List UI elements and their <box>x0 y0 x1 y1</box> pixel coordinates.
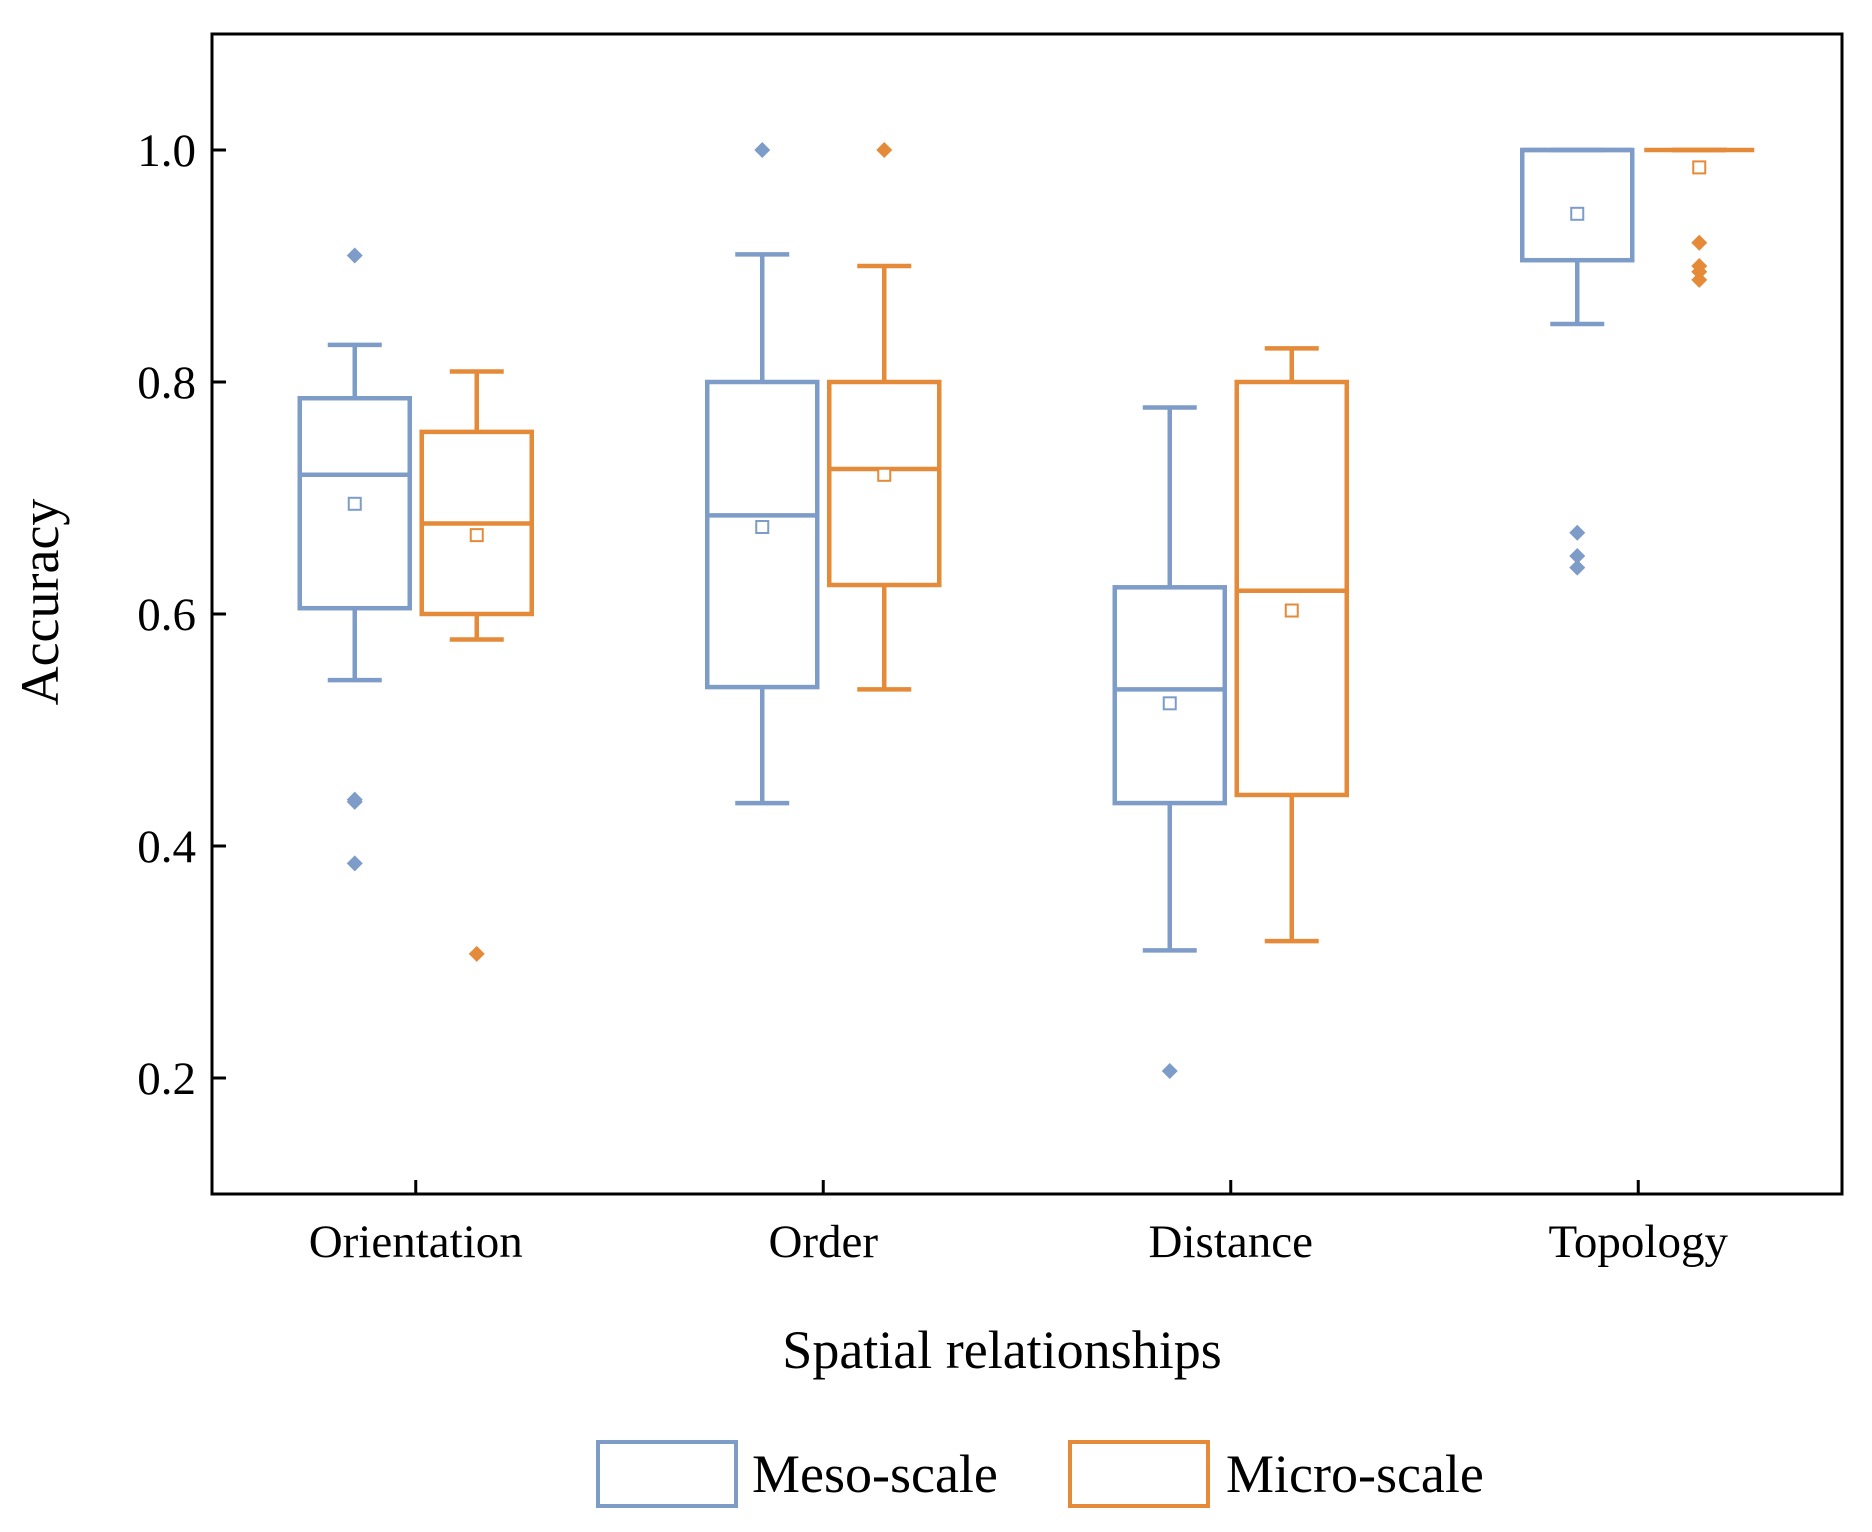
x-tick-label-orientation: Orientation <box>309 1216 523 1268</box>
outlier-point <box>1691 271 1708 288</box>
mean-marker <box>1162 696 1177 711</box>
iqr-box <box>1520 147 1635 263</box>
outlier-point <box>1569 548 1586 564</box>
box-micro-scale-order <box>827 142 942 692</box>
box-meso-scale-order <box>705 142 820 806</box>
mean-marker <box>755 520 770 534</box>
x-axis-title: Spatial relationships <box>782 1320 1221 1380</box>
legend-swatch-meso-scale <box>596 1440 738 1508</box>
y-axis-title: Accuracy <box>10 499 70 706</box>
outlier-point <box>346 855 363 872</box>
iqr-box <box>1234 379 1349 798</box>
y-axis-ticks: 0.2 0.4 0.6 0.8 1.0 <box>137 125 226 1105</box>
plot-frame <box>210 32 1844 1196</box>
mean-marker <box>347 496 362 511</box>
legend-swatch-micro-scale <box>1068 1440 1210 1508</box>
mean-marker <box>469 528 484 543</box>
iqr-box <box>297 395 412 611</box>
y-tick-label: 0.2 <box>137 1053 196 1105</box>
legend-label-micro-scale: Micro-scale <box>1226 1444 1484 1504</box>
plot-layer <box>297 142 1755 1080</box>
outlier-point <box>1161 1063 1178 1080</box>
outlier-point <box>1691 234 1708 251</box>
outlier-point <box>1569 524 1586 541</box>
y-tick-label: 1.0 <box>137 125 196 177</box>
outlier-point <box>1691 263 1708 280</box>
y-tick-label: 0.4 <box>137 821 196 873</box>
x-tick-label-topology: Topology <box>1549 1216 1729 1268</box>
box-micro-scale-topology <box>1644 147 1755 288</box>
mean-marker <box>1570 206 1585 221</box>
x-tick-label-order: Order <box>768 1216 878 1268</box>
y-tick-label: 0.8 <box>137 357 196 409</box>
box-micro-scale-orientation <box>419 369 534 962</box>
box-meso-scale-distance <box>1112 405 1227 1080</box>
box-meso-scale-topology <box>1520 147 1635 576</box>
outlier-point <box>468 945 485 962</box>
mean-marker <box>1692 160 1707 175</box>
x-axis-ticks: Orientation Order Distance Topology <box>309 1180 1729 1268</box>
outlier-point <box>876 142 893 158</box>
mean-marker <box>1284 603 1299 618</box>
outlier-point <box>346 247 363 264</box>
iqr-box <box>827 379 942 588</box>
iqr-box <box>1112 585 1227 806</box>
outlier-point <box>1569 559 1586 576</box>
iqr-box <box>705 379 820 690</box>
legend: Meso-scale Micro-scale <box>596 1440 1484 1508</box>
x-tick-label-distance: Distance <box>1149 1216 1313 1268</box>
mean-marker <box>877 467 892 482</box>
box-meso-scale-orientation <box>297 247 412 872</box>
box-micro-scale-distance <box>1234 346 1349 944</box>
legend-label-meso-scale: Meso-scale <box>752 1444 998 1504</box>
outlier-point <box>754 142 771 158</box>
outlier-point <box>346 793 363 810</box>
y-tick-label: 0.6 <box>137 589 196 641</box>
